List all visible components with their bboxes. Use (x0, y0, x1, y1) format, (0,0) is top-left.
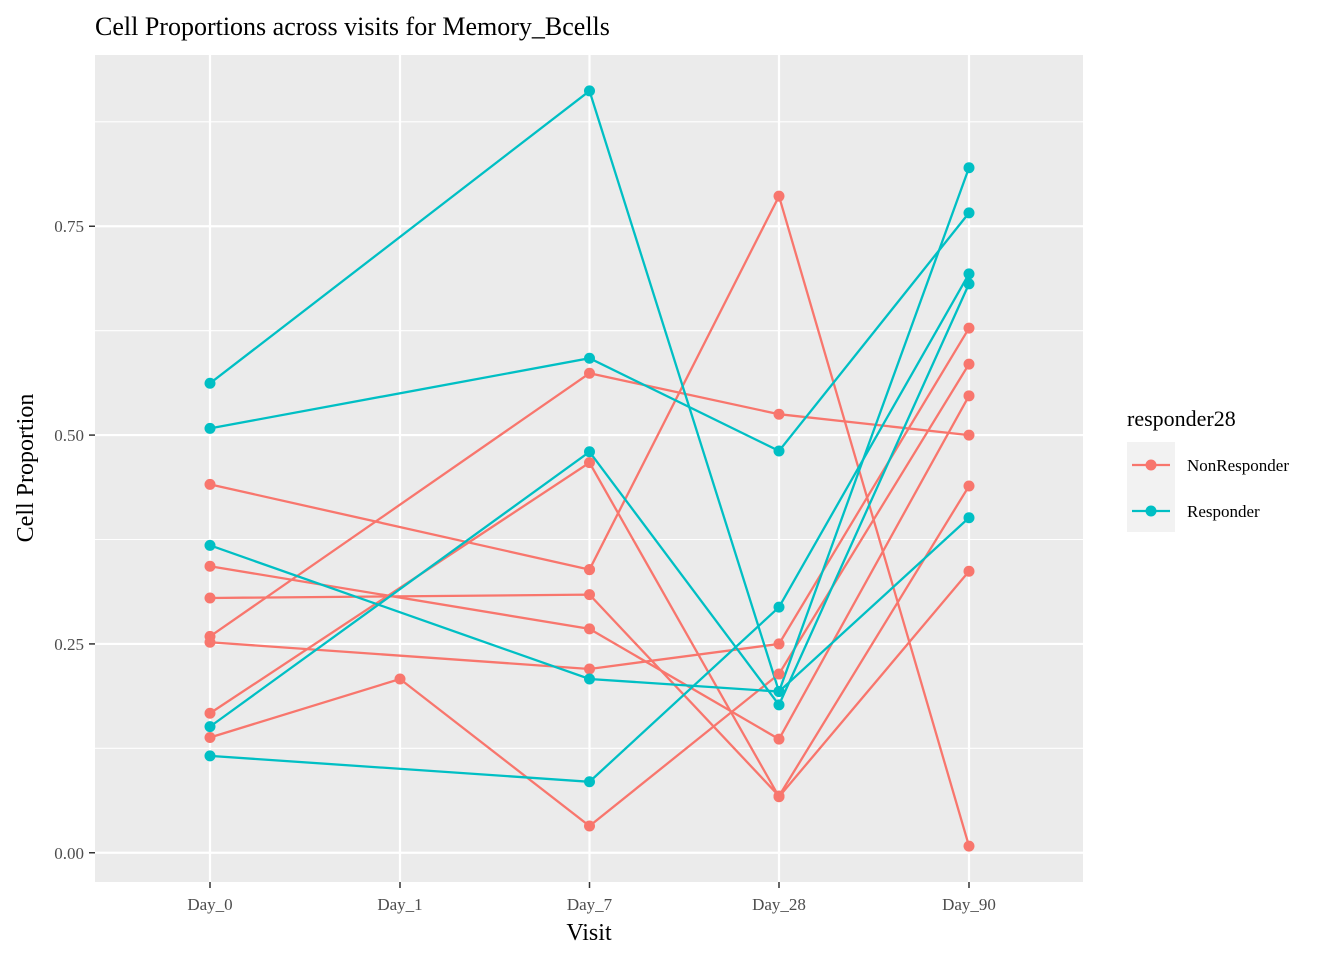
data-point (204, 731, 216, 743)
data-point (773, 791, 785, 803)
legend-items: NonResponder Responder (1132, 456, 1289, 521)
data-point (204, 560, 216, 572)
y-axis-title: Cell Proportion (13, 394, 39, 543)
data-point (773, 445, 785, 457)
data-point (584, 85, 595, 97)
series-line (209, 327, 970, 671)
data-point (204, 592, 216, 604)
y-tick-label: 0.25 (54, 635, 84, 654)
data-point (963, 358, 975, 370)
data-point (204, 377, 216, 389)
chart-title: Cell Proportions across visits for Memor… (95, 12, 610, 41)
series-line (209, 516, 970, 693)
data-point (584, 673, 595, 685)
series-lines (209, 89, 971, 847)
data-point (204, 707, 216, 719)
data-point (963, 480, 975, 492)
y-axis: 0.00 0.25 0.50 0.75 (54, 217, 95, 863)
data-point (773, 733, 785, 745)
data-point (584, 820, 595, 832)
y-tick-label: 0.00 (54, 844, 84, 863)
data-point (584, 623, 595, 635)
data-point (204, 478, 216, 490)
data-point (204, 721, 216, 733)
series-line (209, 89, 971, 696)
y-tick-label: 0.50 (54, 426, 84, 445)
x-tick-label: Day_90 (942, 895, 996, 914)
data-point (963, 278, 975, 290)
data-point (963, 268, 975, 280)
major-gridlines (95, 55, 1083, 882)
legend-key-point (1145, 505, 1157, 517)
data-point (963, 162, 975, 174)
data-point (584, 663, 595, 675)
data-point (773, 638, 785, 650)
legend: responder28 NonResponder Responder (1127, 406, 1289, 532)
legend-label: Responder (1187, 502, 1260, 521)
data-point (584, 776, 595, 788)
data-point (963, 840, 975, 852)
data-point (963, 512, 975, 524)
series-line (209, 283, 971, 728)
series-line (209, 483, 590, 571)
series-line (209, 212, 970, 453)
data-point (773, 601, 785, 613)
data-point (204, 750, 216, 762)
data-point (584, 564, 595, 576)
data-point (584, 352, 595, 364)
data-point (584, 589, 595, 601)
data-point (773, 686, 785, 698)
data-point (584, 367, 595, 379)
x-axis-title: Visit (566, 920, 612, 946)
x-tick-label: Day_28 (752, 895, 806, 914)
y-tick-label: 0.75 (54, 217, 84, 236)
legend-title: responder28 (1127, 406, 1236, 431)
data-point (963, 565, 975, 577)
data-point (584, 446, 595, 458)
data-point (204, 636, 216, 648)
x-axis: Day_0 Day_1 Day_7 Day_28 Day_90 (187, 882, 996, 914)
data-point (773, 408, 785, 420)
data-point (963, 322, 975, 334)
legend-key-point (1145, 459, 1157, 471)
data-point (963, 390, 975, 402)
data-point (773, 668, 785, 680)
x-tick-label: Day_7 (567, 895, 613, 914)
series-line (209, 395, 971, 741)
data-point (584, 457, 595, 469)
legend-key-background (1127, 442, 1175, 532)
data-point (394, 673, 406, 685)
x-tick-label: Day_1 (377, 895, 422, 914)
data-point (773, 190, 785, 202)
legend-label: NonResponder (1187, 456, 1289, 475)
data-point (773, 699, 785, 711)
data-point (963, 429, 975, 441)
data-point (204, 422, 216, 434)
series-line (209, 273, 970, 783)
data-point (204, 539, 216, 551)
x-tick-label: Day_0 (187, 895, 232, 914)
series-points (204, 85, 975, 852)
data-point (963, 207, 975, 219)
